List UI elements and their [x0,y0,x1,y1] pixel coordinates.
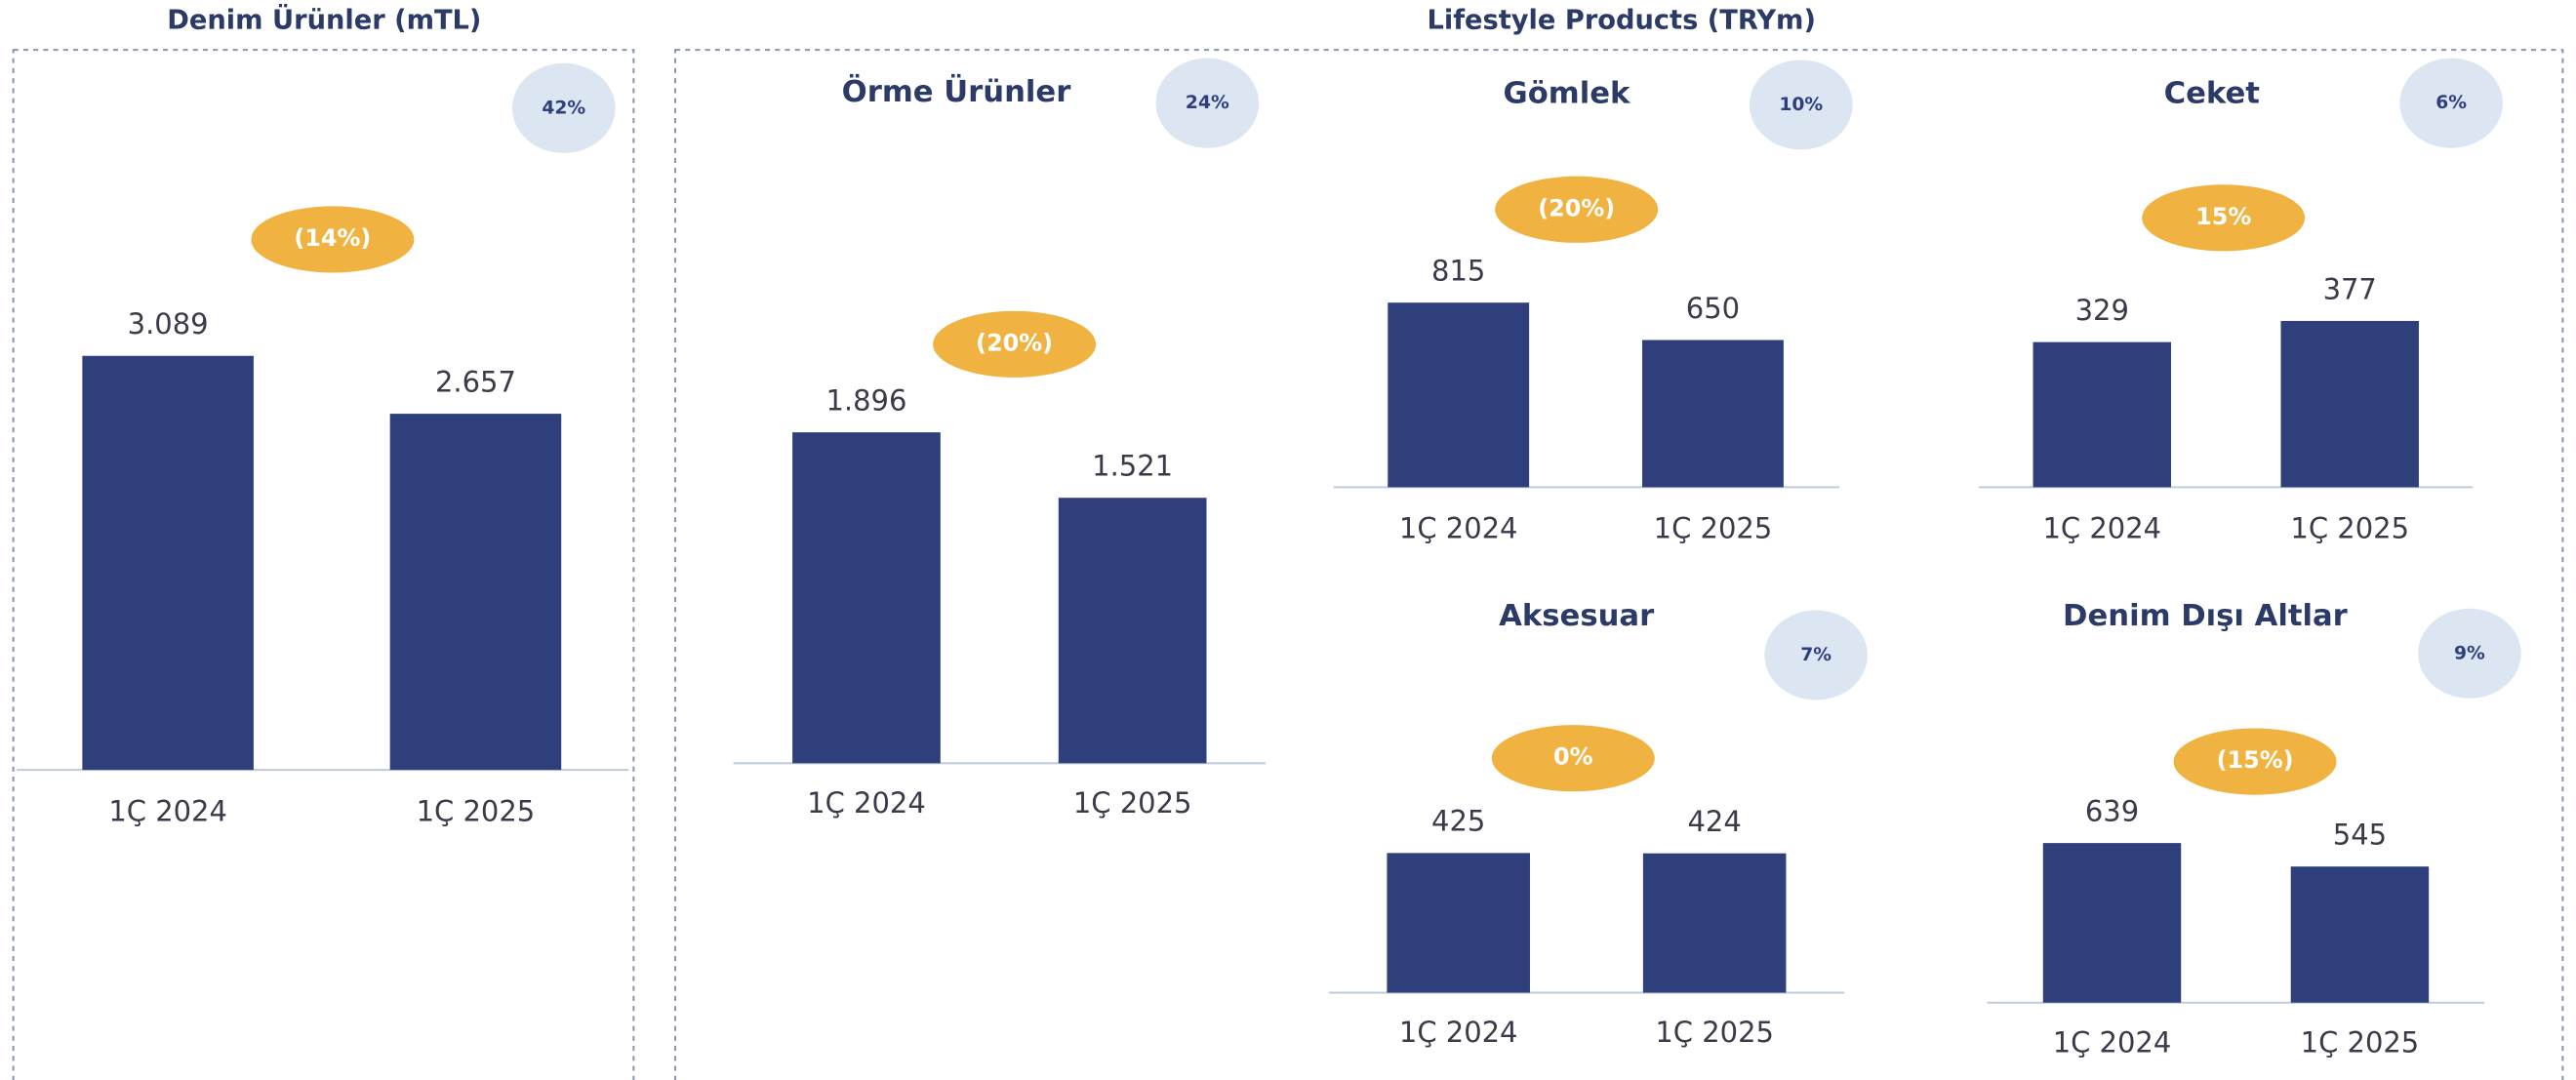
value-label: 329 [2075,294,2129,327]
value-label: 2.657 [435,365,516,398]
value-label: 545 [2333,819,2387,852]
x-tick-label: 1Ç 2025 [417,794,536,827]
value-label: 650 [1686,292,1740,325]
x-tick-label: 1Ç 2024 [2042,512,2161,545]
share-badge [2399,58,2504,148]
value-label: 425 [1431,805,1485,838]
bar [792,432,941,764]
share-label: 10% [1779,95,1823,115]
x-tick-label: 1Ç 2024 [2053,1025,2172,1059]
change-label: 15% [2195,203,2251,230]
x-tick-label: 1Ç 2024 [807,786,926,820]
lifestyle-panel [673,49,2564,1080]
bar [389,414,562,771]
share-label: 6% [2435,93,2467,113]
share-badge [2418,608,2521,699]
bar [1642,340,1784,488]
bar [82,355,254,771]
value-label: 3.089 [128,307,209,340]
bar [2033,341,2171,488]
chart-title: Gömlek [1504,77,1630,111]
value-label: 1.896 [825,383,906,417]
change-badge [251,206,415,273]
value-label: 639 [2085,794,2139,827]
bar [2280,320,2419,488]
x-tick-label: 1Ç 2025 [2290,512,2409,545]
x-tick-label: 1Ç 2025 [2301,1025,2420,1059]
share-badge [1155,58,1260,148]
value-label: 424 [1688,805,1742,838]
bar [1388,302,1530,488]
x-tick-label: 1Ç 2025 [1073,786,1192,820]
change-label: (14%) [294,224,371,252]
bar [1058,498,1207,764]
chart-title: Denim Dışı Altlar [2063,599,2349,633]
x-tick-label: 1Ç 2025 [1655,1016,1774,1049]
change-label: 0% [1553,743,1593,771]
denim-panel [12,49,635,1080]
x-tick-label: 1Ç 2024 [1399,512,1518,545]
change-label: (15%) [2217,746,2294,774]
x-tick-label: 1Ç 2025 [1654,512,1773,545]
chart-title: Aksesuar [1499,599,1655,633]
change-badge [1491,725,1655,792]
section-title: Denim Ürünler (mTL) [167,4,481,36]
chart-title: Örme Ürünler [842,73,1072,109]
bar [1642,853,1787,993]
bar [2042,843,2182,1003]
x-tick-label: 1Ç 2024 [1399,1016,1518,1049]
change-badge [2173,728,2337,795]
share-label: 24% [1186,93,1229,113]
change-badge [1495,176,1659,243]
value-label: 1.521 [1092,450,1173,483]
section-title: Lifestyle Products (TRYm) [1428,6,1816,36]
change-label: (20%) [1538,194,1615,221]
bar [1387,853,1530,993]
chart-title: Ceket [2164,77,2260,111]
bar [2290,866,2430,1003]
share-badge [511,62,616,153]
change-badge [933,310,1097,378]
share-label: 7% [1800,645,1831,665]
share-badge [1764,610,1868,700]
x-tick-label: 1Ç 2024 [108,794,227,827]
share-label: 42% [542,98,585,118]
share-label: 9% [2454,643,2485,663]
value-label: 815 [1431,255,1485,288]
change-label: (20%) [976,329,1053,356]
value-label: 377 [2323,272,2377,305]
change-badge [2142,184,2306,252]
share-badge [1749,60,1853,150]
